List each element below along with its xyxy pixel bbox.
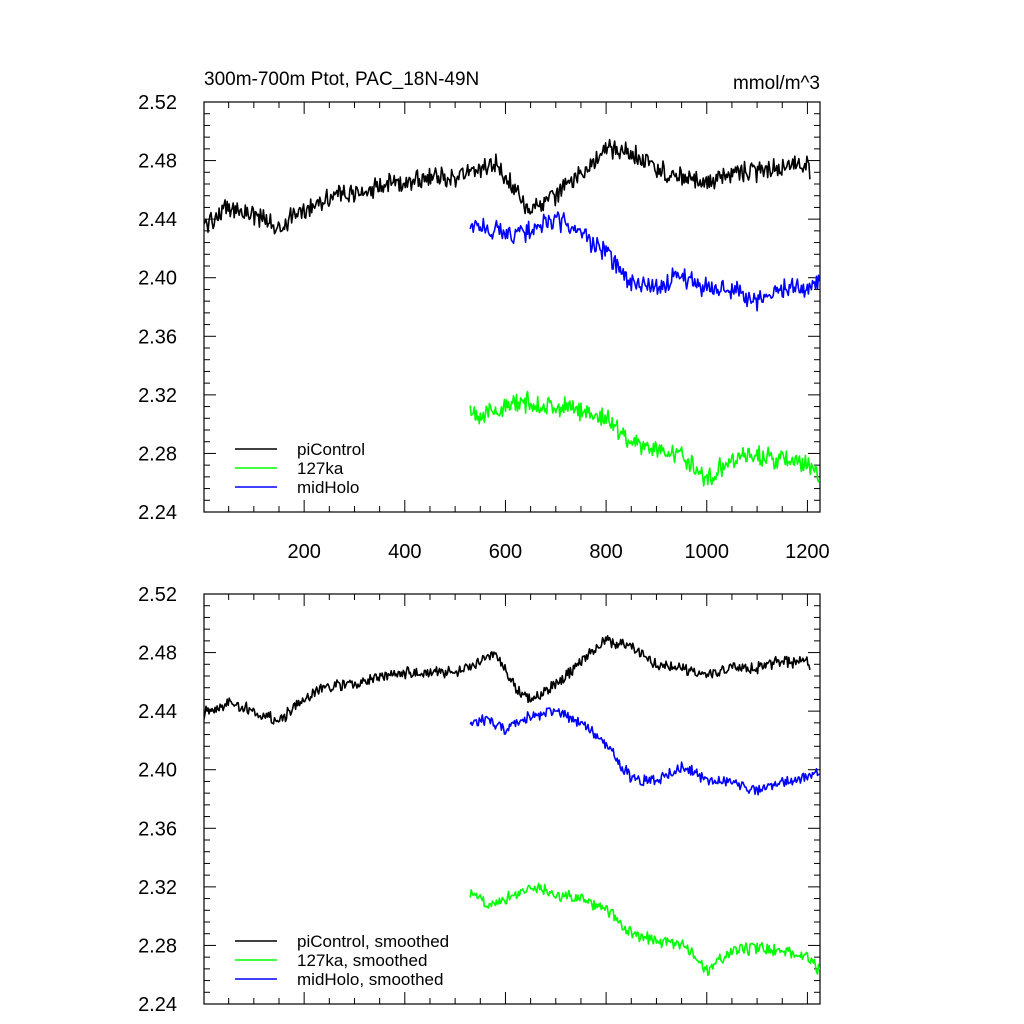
y-tick-label: 2.52 [138, 584, 177, 606]
legend-label: midHolo, smoothed [297, 970, 443, 989]
bottom-panel: 2.24 2.28 2.32 2.36 2.40 2.44 2.48 2.52 piContro… [138, 584, 821, 1016]
x-tick-label: 400 [388, 541, 421, 563]
x-tick-label: 600 [489, 541, 522, 563]
series-line-midholo [469, 707, 820, 796]
legend-label: midHolo [297, 478, 359, 497]
panel-0-frame [203, 101, 821, 513]
x-tick-label: 200 [287, 541, 320, 563]
y-tick-label: 2.24 [138, 994, 177, 1016]
series-line-picontrol [204, 138, 811, 235]
x-tick-label: 1000 [685, 541, 730, 563]
legend-label: piControl [297, 440, 365, 459]
y-tick-label: 2.48 [138, 151, 177, 173]
top-panel: 2.24 2.28 2.32 2.36 2.40 2.44 2.48 2.52 200 400 60… [138, 69, 830, 563]
legend-label: 127ka [297, 459, 344, 478]
y-tick-label: 2.44 [138, 701, 177, 723]
x-tick-label: 800 [589, 541, 622, 563]
y-tick-label: 2.32 [138, 385, 177, 407]
panel-1-frame [203, 593, 821, 1005]
series-line-midholo [469, 211, 820, 312]
x-tick-label: 1200 [785, 541, 830, 563]
y-tick-label: 2.40 [138, 268, 177, 290]
y-tick-label: 2.44 [138, 209, 177, 231]
legend-label: 127ka, smoothed [297, 951, 427, 970]
legend-label: piControl, smoothed [297, 932, 449, 951]
series-line-127ka [469, 882, 820, 976]
y-tick-label: 2.28 [138, 443, 177, 465]
y-tick-label: 2.40 [138, 760, 177, 782]
y-tick-label: 2.24 [138, 502, 177, 524]
series-line-127ka [469, 390, 820, 487]
y-tick-label: 2.52 [138, 92, 177, 114]
y-tick-label: 2.48 [138, 643, 177, 665]
y-tick-label: 2.36 [138, 326, 177, 348]
chart-title: 300m-700m Ptot, PAC_18N-49N [204, 69, 479, 90]
units-label: mmol/m^3 [733, 73, 820, 94]
y-tick-label: 2.32 [138, 877, 177, 899]
y-tick-label: 2.36 [138, 818, 177, 840]
y-tick-label: 2.28 [138, 935, 177, 957]
series-line-picontrol [204, 634, 811, 725]
